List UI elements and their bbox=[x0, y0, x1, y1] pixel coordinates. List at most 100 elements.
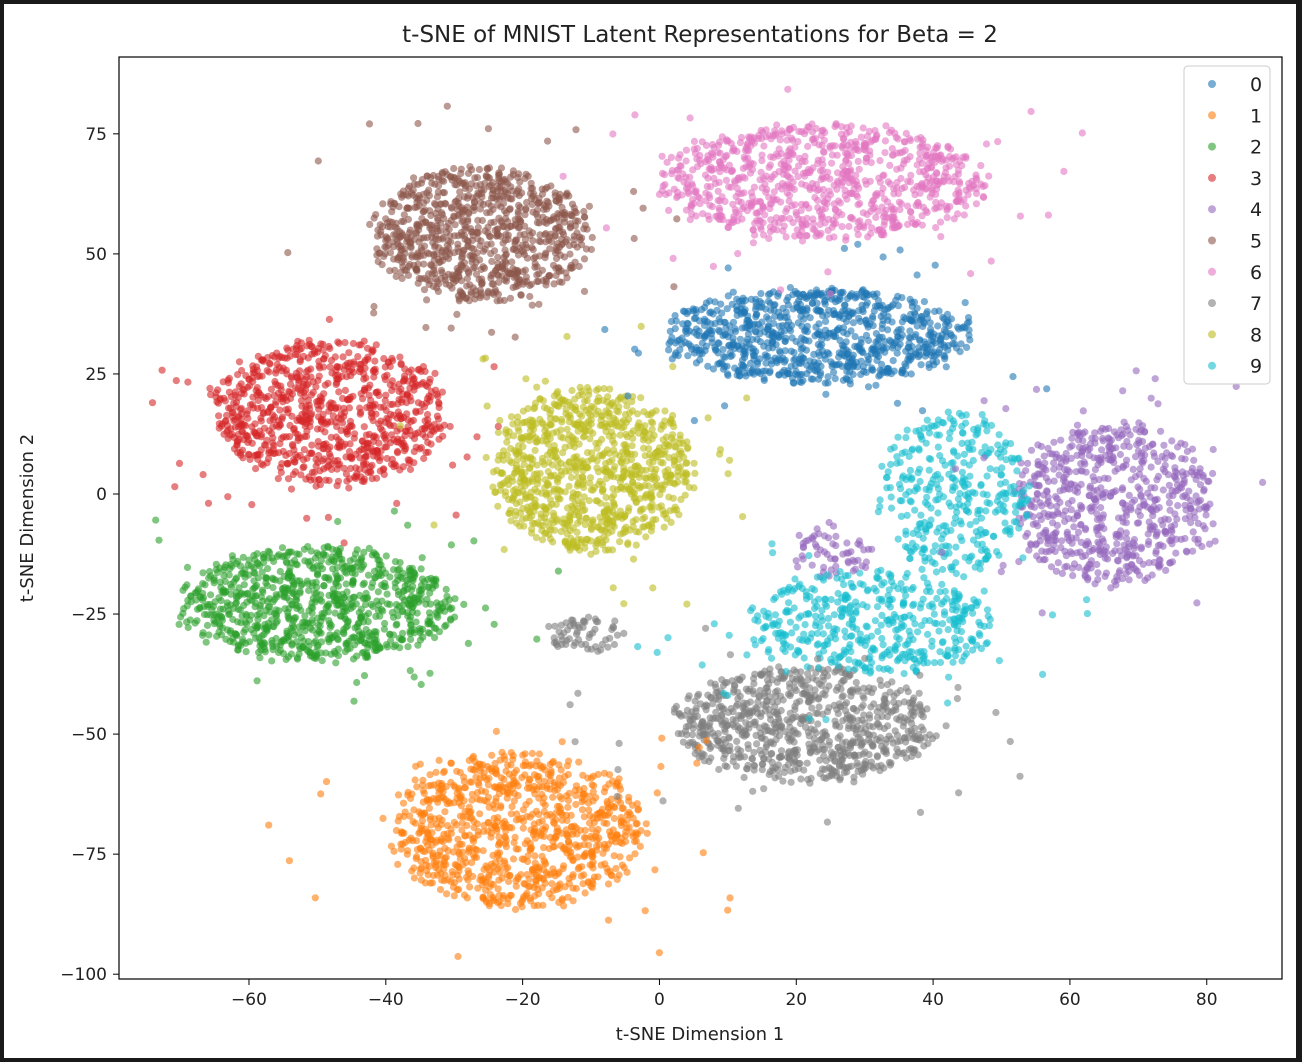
point-digit-5 bbox=[571, 207, 579, 215]
point-digit-3 bbox=[288, 412, 296, 420]
point-digit-2 bbox=[262, 574, 270, 582]
point-digit-3 bbox=[309, 378, 317, 386]
point-digit-4 bbox=[1181, 441, 1189, 449]
point-digit-2 bbox=[288, 573, 296, 581]
point-digit-2 bbox=[218, 616, 226, 624]
point-digit-4 bbox=[1086, 547, 1094, 556]
point-digit-3 bbox=[277, 434, 286, 442]
point-digit-1 bbox=[426, 771, 434, 779]
point-digit-1 bbox=[578, 806, 587, 814]
point-digit-1 bbox=[575, 863, 583, 872]
point-digit-2 bbox=[328, 545, 336, 553]
point-digit-0 bbox=[913, 322, 921, 330]
point-digit-1 bbox=[504, 900, 512, 908]
point-digit-0 bbox=[864, 359, 872, 367]
point-digit-1 bbox=[566, 853, 574, 861]
point-digit-0 bbox=[695, 327, 703, 335]
point-digit-0 bbox=[757, 290, 765, 298]
point-digit-2 bbox=[288, 601, 296, 609]
point-digit-4 bbox=[1102, 548, 1110, 556]
point-digit-1 bbox=[607, 802, 616, 810]
point-digit-5 bbox=[558, 278, 566, 286]
point-digit-2 bbox=[305, 607, 313, 615]
point-digit-2 bbox=[251, 603, 259, 611]
point-digit-4 bbox=[829, 540, 837, 548]
point-digit-3 bbox=[283, 459, 291, 467]
point-digit-0 bbox=[762, 353, 770, 361]
point-digit-2 bbox=[367, 600, 375, 609]
point-digit-0 bbox=[799, 306, 807, 314]
point-digit-1 bbox=[418, 817, 426, 825]
point-digit-1 bbox=[552, 832, 560, 840]
point-digit-4 bbox=[1149, 522, 1157, 530]
point-digit-2 bbox=[264, 565, 272, 573]
point-digit-0 bbox=[775, 347, 784, 355]
point-digit-3 bbox=[299, 456, 308, 464]
point-digit-4 bbox=[1201, 525, 1209, 533]
point-digit-0 bbox=[763, 339, 772, 347]
point-digit-5 bbox=[526, 292, 534, 301]
point-digit-1 bbox=[612, 864, 620, 873]
point-digit-4 bbox=[1156, 541, 1164, 549]
point-digit-4 bbox=[1144, 574, 1152, 582]
point-digit-3 bbox=[334, 371, 342, 379]
point-digit-3 bbox=[372, 389, 381, 397]
point-digit-3 bbox=[341, 339, 349, 347]
point-digit-2 bbox=[313, 549, 321, 557]
point-digit-2 bbox=[223, 602, 231, 610]
point-digit-4 bbox=[1133, 519, 1141, 527]
point-digit-1 bbox=[549, 843, 557, 851]
point-digit-1 bbox=[482, 877, 490, 885]
point-digit-4 bbox=[1072, 534, 1080, 542]
point-digit-0 bbox=[756, 330, 764, 338]
point-digit-2 bbox=[408, 564, 416, 572]
point-digit-1 bbox=[466, 883, 474, 891]
point-digit-4 bbox=[1062, 471, 1070, 479]
point-digit-2 bbox=[431, 634, 439, 642]
point-digit-4 bbox=[1154, 472, 1162, 480]
point-digit-1 bbox=[563, 816, 571, 825]
point-digit-0 bbox=[739, 294, 747, 302]
point-digit-2 bbox=[293, 654, 301, 662]
point-digit-1 bbox=[523, 784, 532, 792]
point-digit-3 bbox=[414, 399, 422, 407]
point-digit-5 bbox=[566, 250, 574, 258]
point-digit-0 bbox=[851, 333, 859, 341]
point-digit-5 bbox=[413, 203, 421, 211]
point-digit-0 bbox=[843, 317, 851, 326]
point-digit-4 bbox=[1186, 512, 1194, 520]
point-digit-2 bbox=[329, 565, 337, 573]
point-digit-3 bbox=[301, 392, 309, 401]
point-digit-5 bbox=[538, 190, 547, 198]
point-digit-2 bbox=[333, 572, 341, 581]
point-digit-2 bbox=[192, 589, 200, 597]
point-digit-3 bbox=[230, 433, 238, 442]
point-digit-1 bbox=[580, 841, 588, 849]
point-digit-2 bbox=[279, 650, 288, 658]
point-digit-2 bbox=[301, 627, 309, 635]
point-digit-5 bbox=[433, 284, 441, 292]
point-digit-4 bbox=[1157, 427, 1165, 435]
point-digit-0 bbox=[827, 358, 835, 366]
point-digit-5 bbox=[494, 253, 502, 261]
point-digit-1 bbox=[536, 873, 544, 882]
point-digit-2 bbox=[333, 629, 341, 637]
point-digit-3 bbox=[414, 366, 422, 374]
point-digit-1 bbox=[412, 837, 421, 845]
point-digit-2 bbox=[396, 559, 404, 567]
point-digit-4 bbox=[1131, 496, 1139, 504]
point-digit-0 bbox=[689, 307, 698, 315]
point-digit-1 bbox=[468, 778, 476, 786]
point-digit-2 bbox=[329, 585, 337, 593]
point-digit-5 bbox=[483, 164, 491, 173]
point-digit-3 bbox=[342, 428, 350, 436]
point-digit-4 bbox=[1159, 465, 1167, 473]
point-digit-1 bbox=[572, 824, 580, 832]
point-digit-1 bbox=[556, 880, 564, 888]
point-digit-5 bbox=[483, 209, 491, 217]
point-digit-1 bbox=[534, 901, 542, 910]
point-digit-1 bbox=[543, 811, 551, 819]
point-digit-3 bbox=[367, 396, 375, 404]
point-digit-2 bbox=[416, 625, 424, 633]
